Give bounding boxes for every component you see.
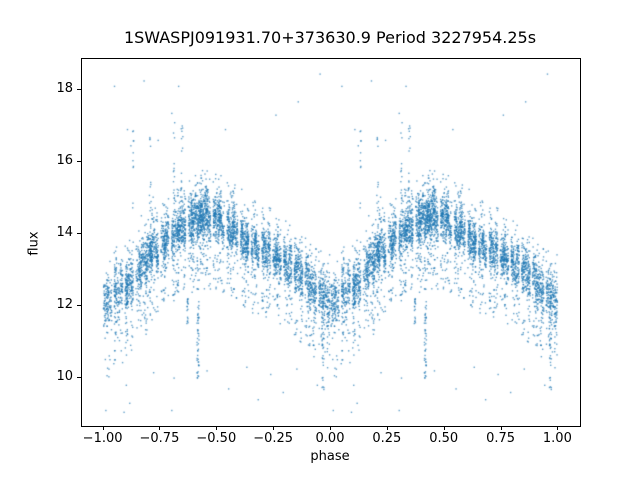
x-axis-label: phase (310, 449, 350, 464)
y-tick (77, 233, 81, 235)
scatter-points-canvas (82, 59, 580, 426)
x-tick-label: −1.00 (82, 431, 123, 446)
y-tick-label: 14 (56, 225, 73, 241)
x-tick (500, 426, 502, 430)
y-axis-label: flux (26, 231, 42, 256)
x-tick (273, 426, 275, 430)
plot-area (81, 58, 581, 427)
x-tick (216, 426, 218, 430)
x-tick (330, 426, 331, 430)
x-tick-label: 0.00 (315, 431, 345, 446)
y-tick-label: 10 (56, 369, 73, 385)
x-tick-label: 0.25 (372, 431, 402, 446)
x-tick (386, 426, 388, 430)
x-tick-label: −0.75 (139, 431, 180, 446)
x-tick (557, 426, 559, 430)
y-tick-label: 18 (56, 80, 73, 96)
y-tick (77, 161, 81, 162)
y-tick (77, 88, 81, 90)
x-tick-label: 0.75 (486, 431, 516, 446)
y-tick-label: 12 (56, 297, 73, 313)
y-tick-label: 16 (56, 153, 73, 168)
x-tick-label: −0.50 (196, 431, 237, 446)
chart-title: 1SWASPJ091931.70+373630.9 Period 3227954… (123, 28, 537, 47)
x-tick (102, 426, 104, 430)
x-tick-label: 1.00 (542, 431, 572, 446)
x-tick-label: 0.50 (429, 431, 459, 446)
x-tick (159, 426, 161, 430)
y-tick (77, 377, 81, 379)
x-tick (443, 426, 445, 430)
y-tick (77, 305, 81, 307)
x-tick-label: −0.25 (253, 431, 294, 446)
